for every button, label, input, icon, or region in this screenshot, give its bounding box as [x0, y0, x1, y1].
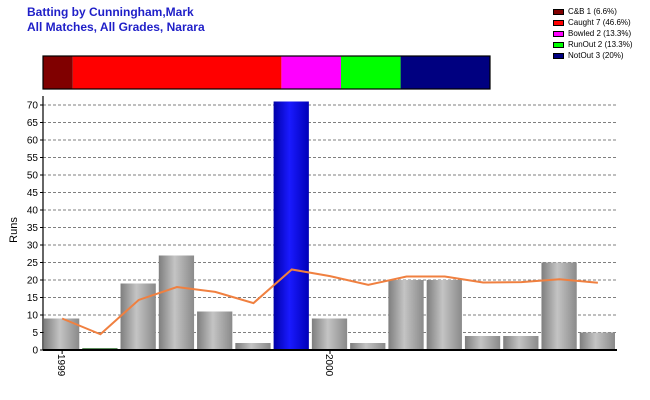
legend-swatch	[553, 19, 564, 26]
y-tick-label: 70	[27, 101, 39, 112]
y-tick-label: 15	[27, 293, 39, 304]
runs-bars	[44, 101, 615, 350]
y-tick-label: 60	[27, 136, 39, 147]
y-tick-label: 25	[27, 258, 39, 269]
runs-bar	[273, 101, 309, 350]
average-line	[61, 268, 598, 336]
y-tick-label: 50	[27, 171, 39, 182]
legend-item-cb: C&B 1 (6.6%)	[553, 6, 632, 17]
runs-bar	[197, 311, 233, 350]
y-tick-label: 0	[32, 346, 38, 357]
legend-label: Bowled 2 (13.3%)	[568, 29, 632, 38]
y-tick-label: 55	[27, 153, 39, 164]
y-tick-label: 45	[27, 188, 39, 199]
legend-swatch	[553, 52, 564, 59]
runs-bar	[350, 343, 386, 350]
legend-item-notout: NotOut 3 (20%)	[553, 50, 632, 61]
legend-swatch	[553, 8, 564, 15]
legend-label: NotOut 3 (20%)	[568, 51, 624, 60]
x-tick-label: 2000	[323, 354, 334, 377]
legend-item-runout: RunOut 2 (13.3%)	[553, 39, 632, 50]
chart-subtitle: All Matches, All Grades, Narara	[27, 20, 205, 34]
legend-item-bowled: Bowled 2 (13.3%)	[553, 28, 632, 39]
legend-label: C&B 1 (6.6%)	[568, 7, 617, 16]
runs-bar	[503, 336, 539, 350]
y-tick-label: 65	[27, 118, 39, 129]
breakdown-segment-c&b	[43, 56, 73, 89]
runs-bar	[311, 318, 348, 350]
breakdown-segment-runout	[341, 56, 401, 89]
dismissal-breakdown-bar	[42, 55, 491, 90]
legend-label: Caught 7 (46.6%)	[568, 18, 631, 27]
x-tick-label: 1999	[55, 354, 66, 377]
legend: C&B 1 (6.6%) Caught 7 (46.6%) Bowled 2 (…	[553, 6, 632, 61]
x-tick-labels: 1999 2000	[55, 350, 334, 377]
legend-swatch	[553, 30, 564, 37]
breakdown-segment-bowled	[281, 56, 341, 89]
y-axis-label: Runs	[8, 217, 20, 243]
y-tick-label: 40	[27, 206, 39, 217]
runs-bar	[541, 262, 577, 350]
chart-title: Batting by Cunningham,Mark	[27, 5, 194, 19]
runs-bar	[426, 280, 462, 350]
y-tick-label: 5	[32, 328, 38, 339]
runs-bar	[464, 336, 501, 350]
breakdown-border	[42, 55, 491, 90]
y-tick-labels: 0 5 10 15 20 25 30 35 40 45 50 55 60 65 70	[27, 101, 43, 357]
legend-label: RunOut 2 (13.3%)	[568, 40, 633, 49]
legend-swatch	[553, 41, 564, 48]
y-tick-label: 35	[27, 223, 39, 234]
y-tick-label: 30	[27, 241, 39, 252]
legend-item-caught: Caught 7 (46.6%)	[553, 17, 632, 28]
runs-bar	[579, 332, 615, 350]
runs-bar	[158, 255, 195, 350]
runs-bar	[235, 343, 271, 350]
breakdown-segment-caught	[72, 56, 282, 89]
y-tick-label: 10	[27, 311, 39, 322]
average-line-path	[61, 268, 598, 336]
runs-bar	[388, 280, 424, 350]
runs-bar	[120, 283, 156, 350]
breakdown-segment-notout	[400, 56, 490, 89]
y-tick-label: 20	[27, 276, 39, 287]
